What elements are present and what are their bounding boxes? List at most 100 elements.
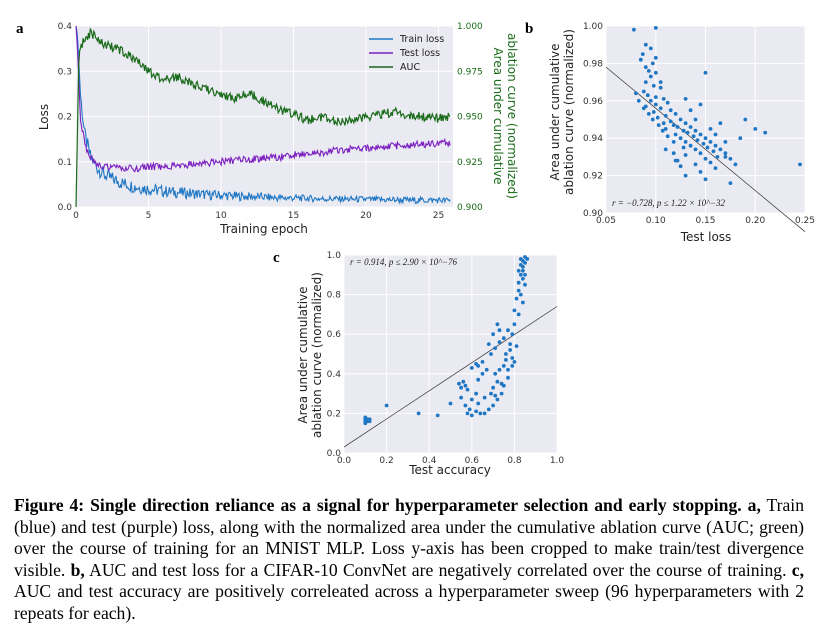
panel-b-point [738,136,743,141]
panel-b-point [728,181,733,186]
panel-b-point [681,145,686,150]
panel-c-point [457,381,461,386]
panel-a-ytick-right-label: 0.925 [457,158,483,168]
panel-b-point [718,147,723,152]
panel-a-ytick-label: 0.4 [58,22,73,32]
caption-a-marker: a, [747,495,761,515]
panel-b-point [743,117,748,122]
panel-b-point [703,177,708,182]
panel-b-point [648,74,653,79]
panel-a-ytick-right-label: 0.975 [457,67,483,77]
panel-c-point [459,385,463,390]
panel-c-point [461,379,466,384]
panel-c-point [497,328,502,333]
panel-b-xtick-label: 0.15 [695,216,715,226]
panel-c-ytick-label: 0.2 [327,409,341,419]
panel-c-point [510,356,515,360]
legend-test-label: Test loss [399,48,440,59]
panel-b-point [703,136,708,141]
panel-c-point [516,312,521,317]
panel-a-xtick-label: 5 [146,211,152,221]
panel-b-point [646,69,651,73]
panel-c-point [489,391,493,396]
panel-c-xtick-label: 0.2 [379,456,393,466]
panel-c-point [506,367,510,372]
panel-b-point [753,126,758,131]
panel-c-xtick-label: 0.6 [465,456,480,466]
panel-c-point [491,332,495,337]
panel-c-annotation: r = 0.914, p ≤ 2.90 × 10^−76 [350,257,457,267]
panel-b-point [728,156,733,161]
panel-c-point [484,367,489,372]
panel-c-point [508,348,512,352]
panel-c-ytick-label: 0.6 [327,330,342,340]
panel-b-point [708,126,713,131]
panel-c-background [344,255,557,453]
panel-c-point [508,342,512,346]
panel-c-point [514,344,519,348]
panel-b-ticks: 0.05 0.10 0.15 0.20 0.25 0.90 0.92 0.94 0.96 0.98… [583,22,815,226]
panel-b-point [733,162,738,167]
panel-c-point [363,415,368,420]
panel-c-point [499,391,504,396]
panel-b-point [651,110,656,114]
panel-b-point [645,93,650,98]
panel-b-xtick-label: 0.25 [795,216,815,226]
panel-b-point [681,128,686,133]
panel-b-point [643,65,648,69]
panel-c-ytick-label: 0.0 [327,449,342,459]
panel-c-point [367,417,372,422]
caption-b-text: AUC and test loss for a CIFAR-10 ConvNet… [84,559,792,580]
panel-c-point [516,288,521,293]
panel-b-point [713,132,718,137]
panel-b-point [688,108,693,113]
panel-c-ticks: 0.0 0.2 0.4 0.6 0.8 1.0 0.0 0.2 0.4 0.6 0.8 1.0 [327,251,565,466]
panel-c-point [478,411,483,416]
panel-c-point [491,403,495,408]
panel-a-xtick-label: 20 [360,211,372,221]
series-line-train-loss [75,25,451,205]
caption-c-text: AUC and test accuracy are positively cor… [14,581,804,623]
panel-b-point [698,151,703,156]
panel-b-point [638,57,643,62]
panel-b-point [660,128,665,133]
panel-b-point [701,141,706,146]
panel-c-point [493,371,498,376]
panel-b-point [663,113,668,118]
panel-a-chart: 0 5 10 15 20 25 0.0 0.1 0.2 0.3 0.4 0.900 0.925 0.950… [37,22,519,236]
panel-c-point [495,322,500,327]
panel-c-point [435,413,440,418]
panel-b-point [693,147,698,152]
panel-b-point [683,121,688,126]
panel-b-point [653,95,658,99]
panel-c-fit-line [343,306,558,448]
panel-a-ytick-label: 0.2 [58,113,72,123]
panel-b-point [634,91,638,96]
panel-b-point [675,125,680,129]
panel-c-point [518,257,523,261]
panel-b-point [651,83,656,88]
panel-b-point [643,42,648,47]
panel-c-point [480,371,485,376]
panel-b-point [698,170,703,174]
panel-b-point [636,98,641,103]
panel-b-chart: 0.05 0.10 0.15 0.20 0.25 0.90 0.92 0.94 0.96 0.98… [548,22,815,244]
panel-c-point [523,261,527,265]
panel-b-point [711,149,716,154]
panel-c-point [482,395,487,400]
panel-b-point [695,138,700,143]
caption-a-text: Train (blue) and test (purple) loss, alo… [14,495,804,580]
panel-c-point [489,352,493,356]
panel-b-ytick-label: 0.94 [583,134,603,144]
panel-c-xtick-label: 0.8 [507,456,522,466]
panel-b-point [648,46,653,51]
panel-a-ytick-label: 0.3 [58,67,72,77]
panel-b-point [655,115,660,120]
panel-b-point [683,140,688,144]
panel-b-point [688,143,693,148]
panel-b-point [653,70,658,75]
panel-c-point [523,282,527,287]
panel-a-ylabel-right-line2: ablation curve (normalized) [505,33,519,199]
panel-b-point [693,117,698,122]
panel-b-ylabel-line1: Area under cumulative [548,43,562,180]
